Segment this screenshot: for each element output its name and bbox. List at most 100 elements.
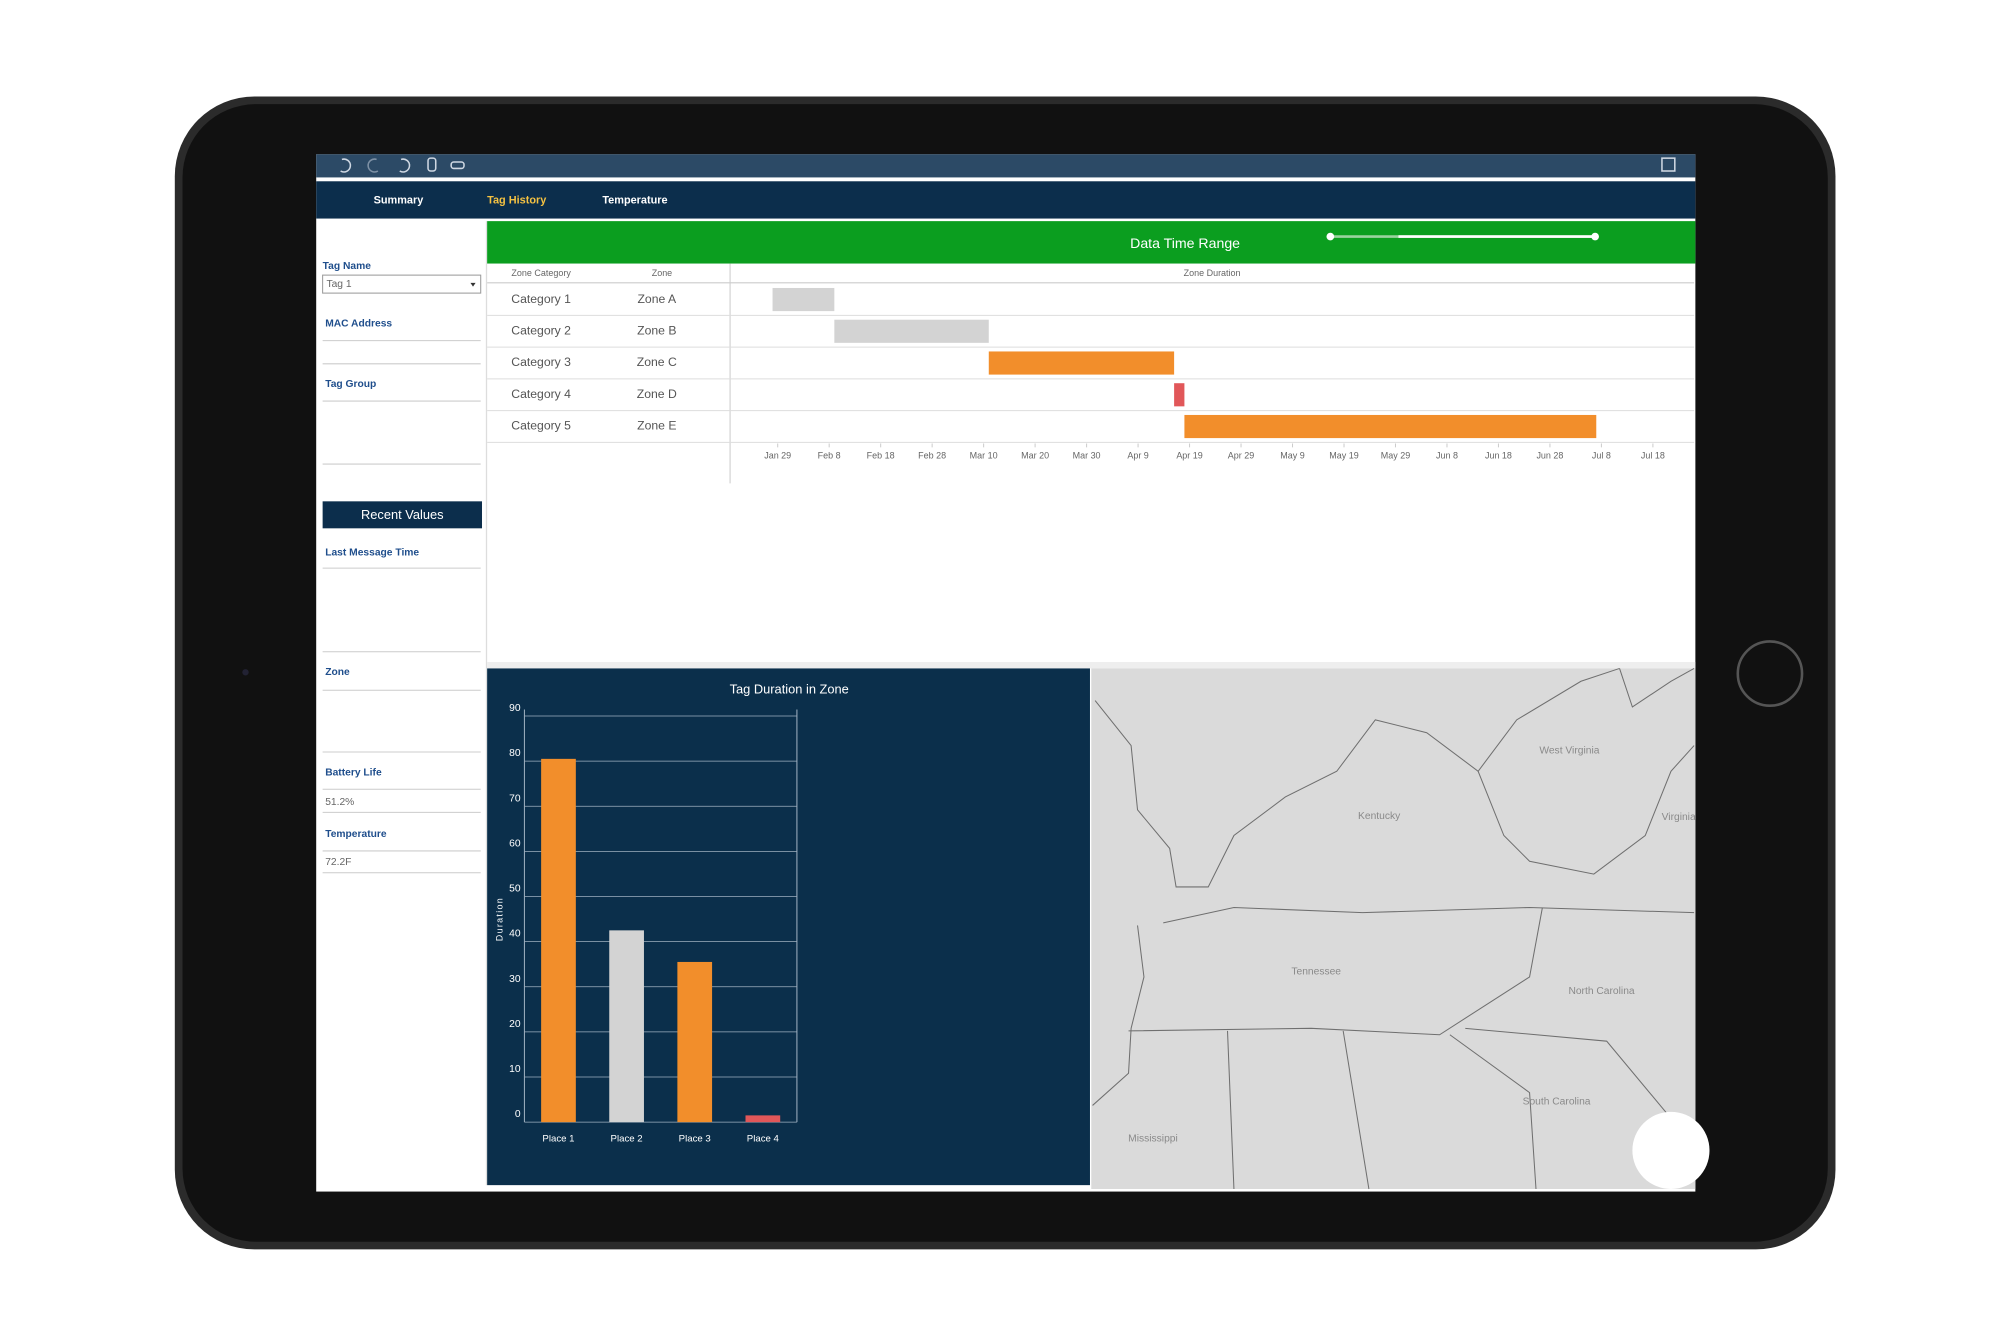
x-tick-label: Jan 29: [764, 451, 791, 461]
row-zone: Zone D: [637, 387, 677, 401]
border: [1092, 925, 1145, 1106]
x-tick-label: Mar 30: [1073, 451, 1101, 461]
panel-gap: [487, 662, 1696, 669]
revert[interactable]: [399, 158, 411, 173]
home-button[interactable]: [1736, 640, 1804, 707]
x-tick-label: Apr 29: [1228, 451, 1254, 461]
x-tick-label: Jul 18: [1641, 451, 1665, 461]
border: [1619, 667, 1695, 708]
sidebar-divider: [485, 221, 488, 1186]
field-label: Battery Life: [325, 767, 382, 778]
y-tick-label: 20: [509, 1019, 521, 1030]
map-label: West Virginia: [1539, 745, 1599, 756]
field-label: Temperature: [325, 829, 387, 840]
duration-bar: [834, 319, 989, 343]
chart-title: Tag Duration in Zone: [730, 682, 849, 697]
y-tick-label: 60: [509, 838, 521, 849]
map-label: South Carolina: [1523, 1096, 1591, 1107]
y-tick-label: 0: [515, 1109, 521, 1120]
section-title: Recent Values: [361, 507, 444, 522]
border: [1477, 745, 1695, 875]
bar: [541, 758, 576, 1123]
row-zone: Zone C: [637, 355, 677, 369]
bar: [609, 930, 644, 1123]
field-label: Tag Name: [323, 261, 372, 272]
x-tick-label: May 29: [1381, 451, 1410, 461]
row-zone: Zone A: [637, 292, 677, 306]
row-category: Category 5: [511, 419, 571, 433]
y-tick-label: 50: [509, 884, 521, 895]
map-label: Tennessee: [1291, 966, 1341, 977]
tag-dropdown[interactable]: [322, 274, 482, 294]
map-label: North Carolina: [1568, 986, 1634, 997]
map-label: Virginia: [1662, 812, 1696, 823]
chart-title: Data Time Range: [1130, 235, 1240, 251]
x-tick-label: Jul 8: [1592, 451, 1611, 461]
field-value: 51.2%: [325, 797, 354, 808]
x-tick-label: Feb 18: [867, 451, 895, 461]
dropdown-arrow[interactable]: [470, 282, 476, 287]
y-tick-label: 70: [509, 793, 521, 804]
column-header: Zone Category: [511, 268, 571, 278]
range-handle[interactable]: [1591, 232, 1599, 241]
tab[interactable]: Temperature: [602, 194, 667, 206]
x-tick-label: Jun 28: [1536, 451, 1563, 461]
row-zone: Zone B: [637, 324, 676, 338]
x-tick-label: Place 4: [747, 1133, 780, 1144]
tab[interactable]: Summary: [374, 194, 424, 206]
fullscreen[interactable]: [1661, 157, 1676, 172]
x-tick-label: Mar 10: [970, 451, 998, 461]
column-header: Zone Duration: [1184, 268, 1241, 278]
field-label: Tag Group: [325, 379, 376, 390]
border: [1128, 907, 1543, 1036]
map-label: Kentucky: [1358, 811, 1401, 822]
map-blank: [1632, 1111, 1710, 1189]
column-header: Zone: [652, 268, 672, 278]
camera: [242, 669, 249, 676]
x-tick-label: Feb 28: [918, 451, 946, 461]
y-tick-label: 10: [509, 1064, 521, 1075]
recent-header: [322, 501, 483, 529]
y-tick-label: 80: [509, 748, 521, 759]
x-tick-label: Place 1: [542, 1133, 574, 1144]
field-label: Last Message Time: [325, 547, 419, 558]
field-value: 72.2F: [325, 857, 351, 868]
x-tick-label: Place 2: [611, 1133, 643, 1144]
y-tick-label: 30: [509, 974, 521, 985]
border: [1094, 667, 1620, 888]
dropdown-value[interactable]: Tag 1: [326, 279, 351, 290]
border: [1226, 1027, 1672, 1190]
duration-bar: [1184, 414, 1597, 439]
duration-bar: [1174, 383, 1185, 407]
x-tick-label: May 19: [1329, 451, 1358, 461]
duration-bar: [772, 287, 835, 312]
map-label: Mississippi: [1128, 1134, 1178, 1145]
range-header: [487, 221, 1696, 264]
row-category: Category 3: [511, 355, 571, 369]
range-handle[interactable]: [1326, 232, 1335, 241]
x-tick-label: Mar 20: [1021, 451, 1049, 461]
border: [1163, 906, 1695, 924]
map[interactable]: [1091, 668, 1696, 1189]
field-label: MAC Address: [325, 319, 392, 330]
x-tick-label: Apr 9: [1127, 451, 1148, 461]
field-label: Zone: [325, 667, 350, 678]
row-zone: Zone E: [637, 419, 676, 433]
y-tick-label: 40: [509, 929, 521, 940]
bar: [745, 1115, 781, 1123]
state-borders: [1092, 667, 1695, 1190]
toolbar-icons: [340, 157, 1676, 173]
x-tick-label: May 9: [1280, 451, 1304, 461]
row-category: Category 4: [511, 387, 571, 401]
undo[interactable]: [340, 158, 352, 173]
bar: [677, 961, 713, 1123]
pause[interactable]: [450, 161, 465, 170]
redo[interactable]: [367, 158, 379, 173]
tab[interactable]: Tag History: [487, 194, 546, 206]
tab-bar: [316, 181, 1696, 219]
y-tick-label: 90: [509, 703, 521, 714]
x-tick-label: Place 3: [679, 1133, 711, 1144]
toolbar: [316, 154, 1696, 178]
refresh[interactable]: [427, 157, 437, 172]
